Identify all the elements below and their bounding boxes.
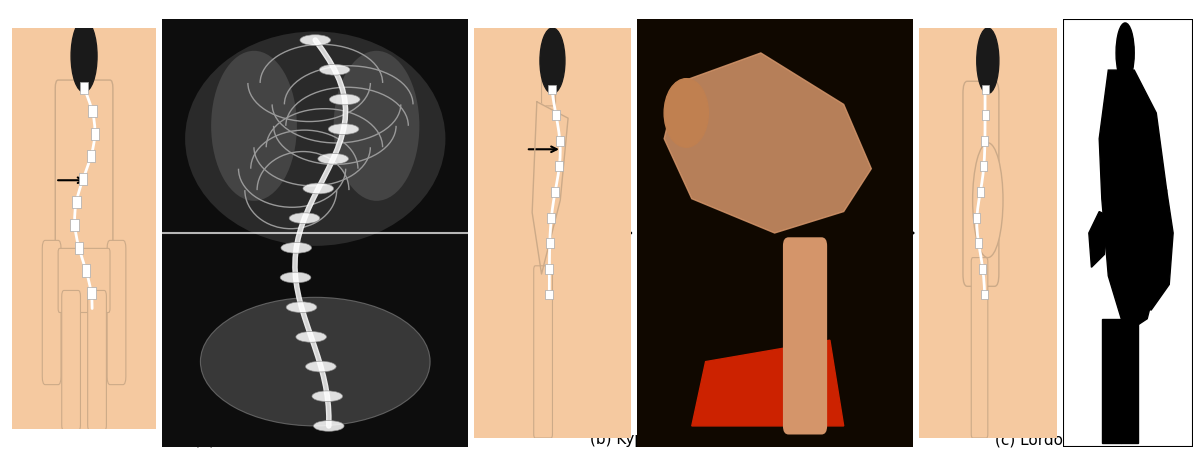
Ellipse shape [328,124,359,135]
Circle shape [664,79,709,147]
Bar [981,289,988,300]
Bar [974,212,980,223]
Ellipse shape [211,51,297,201]
Polygon shape [1122,182,1173,310]
FancyBboxPatch shape [55,80,113,268]
Ellipse shape [201,297,430,426]
Ellipse shape [305,361,336,372]
Polygon shape [532,102,568,274]
Bar [546,238,554,248]
Ellipse shape [300,35,330,46]
FancyBboxPatch shape [972,258,987,438]
Circle shape [540,28,564,94]
FancyBboxPatch shape [88,290,107,431]
Circle shape [976,28,999,94]
Ellipse shape [281,242,311,253]
Ellipse shape [334,51,419,201]
Text: (a) Scoliosis: (a) Scoliosis [195,432,286,447]
Ellipse shape [295,331,327,342]
Bar [72,196,80,208]
Ellipse shape [973,143,1003,258]
Bar [976,187,984,197]
Polygon shape [1101,319,1122,443]
Bar [78,56,90,96]
Bar [981,136,988,146]
Bar [79,82,89,94]
Bar [551,187,558,197]
Ellipse shape [289,213,319,224]
FancyBboxPatch shape [107,240,126,384]
Circle shape [1116,23,1134,83]
Ellipse shape [319,64,349,75]
Bar [555,161,563,171]
Ellipse shape [312,391,342,402]
Bar [556,136,563,146]
FancyBboxPatch shape [58,248,110,313]
Bar [82,265,90,276]
Bar [74,242,83,254]
Bar [78,173,88,185]
Bar [88,105,96,117]
Bar [545,264,554,274]
Ellipse shape [313,421,345,432]
Bar [548,84,556,95]
Ellipse shape [286,302,317,313]
Ellipse shape [318,153,348,164]
Bar [86,287,96,299]
FancyBboxPatch shape [533,266,552,438]
Bar [71,219,79,231]
Bar [90,128,100,140]
Polygon shape [692,340,843,426]
Bar [548,212,555,223]
FancyBboxPatch shape [980,61,992,106]
Text: (c) Lordosis: (c) Lordosis [994,432,1083,447]
Text: (b) Kyphosis: (b) Kyphosis [590,432,683,447]
Ellipse shape [280,272,311,283]
FancyBboxPatch shape [542,61,556,106]
Bar [981,110,988,120]
Bar [980,161,987,171]
Bar [979,264,986,274]
Ellipse shape [303,183,334,194]
Ellipse shape [185,32,446,246]
Bar [545,289,554,300]
FancyBboxPatch shape [42,240,61,384]
FancyBboxPatch shape [61,290,80,431]
Bar [981,84,988,95]
FancyBboxPatch shape [783,237,827,434]
FancyBboxPatch shape [963,81,999,286]
Polygon shape [1089,212,1109,267]
Circle shape [71,20,97,92]
Polygon shape [1099,70,1166,327]
Polygon shape [664,53,872,233]
Bar [86,151,95,163]
Bar [975,238,982,248]
Polygon shape [1122,319,1139,443]
Ellipse shape [329,94,360,105]
Bar [552,110,560,120]
